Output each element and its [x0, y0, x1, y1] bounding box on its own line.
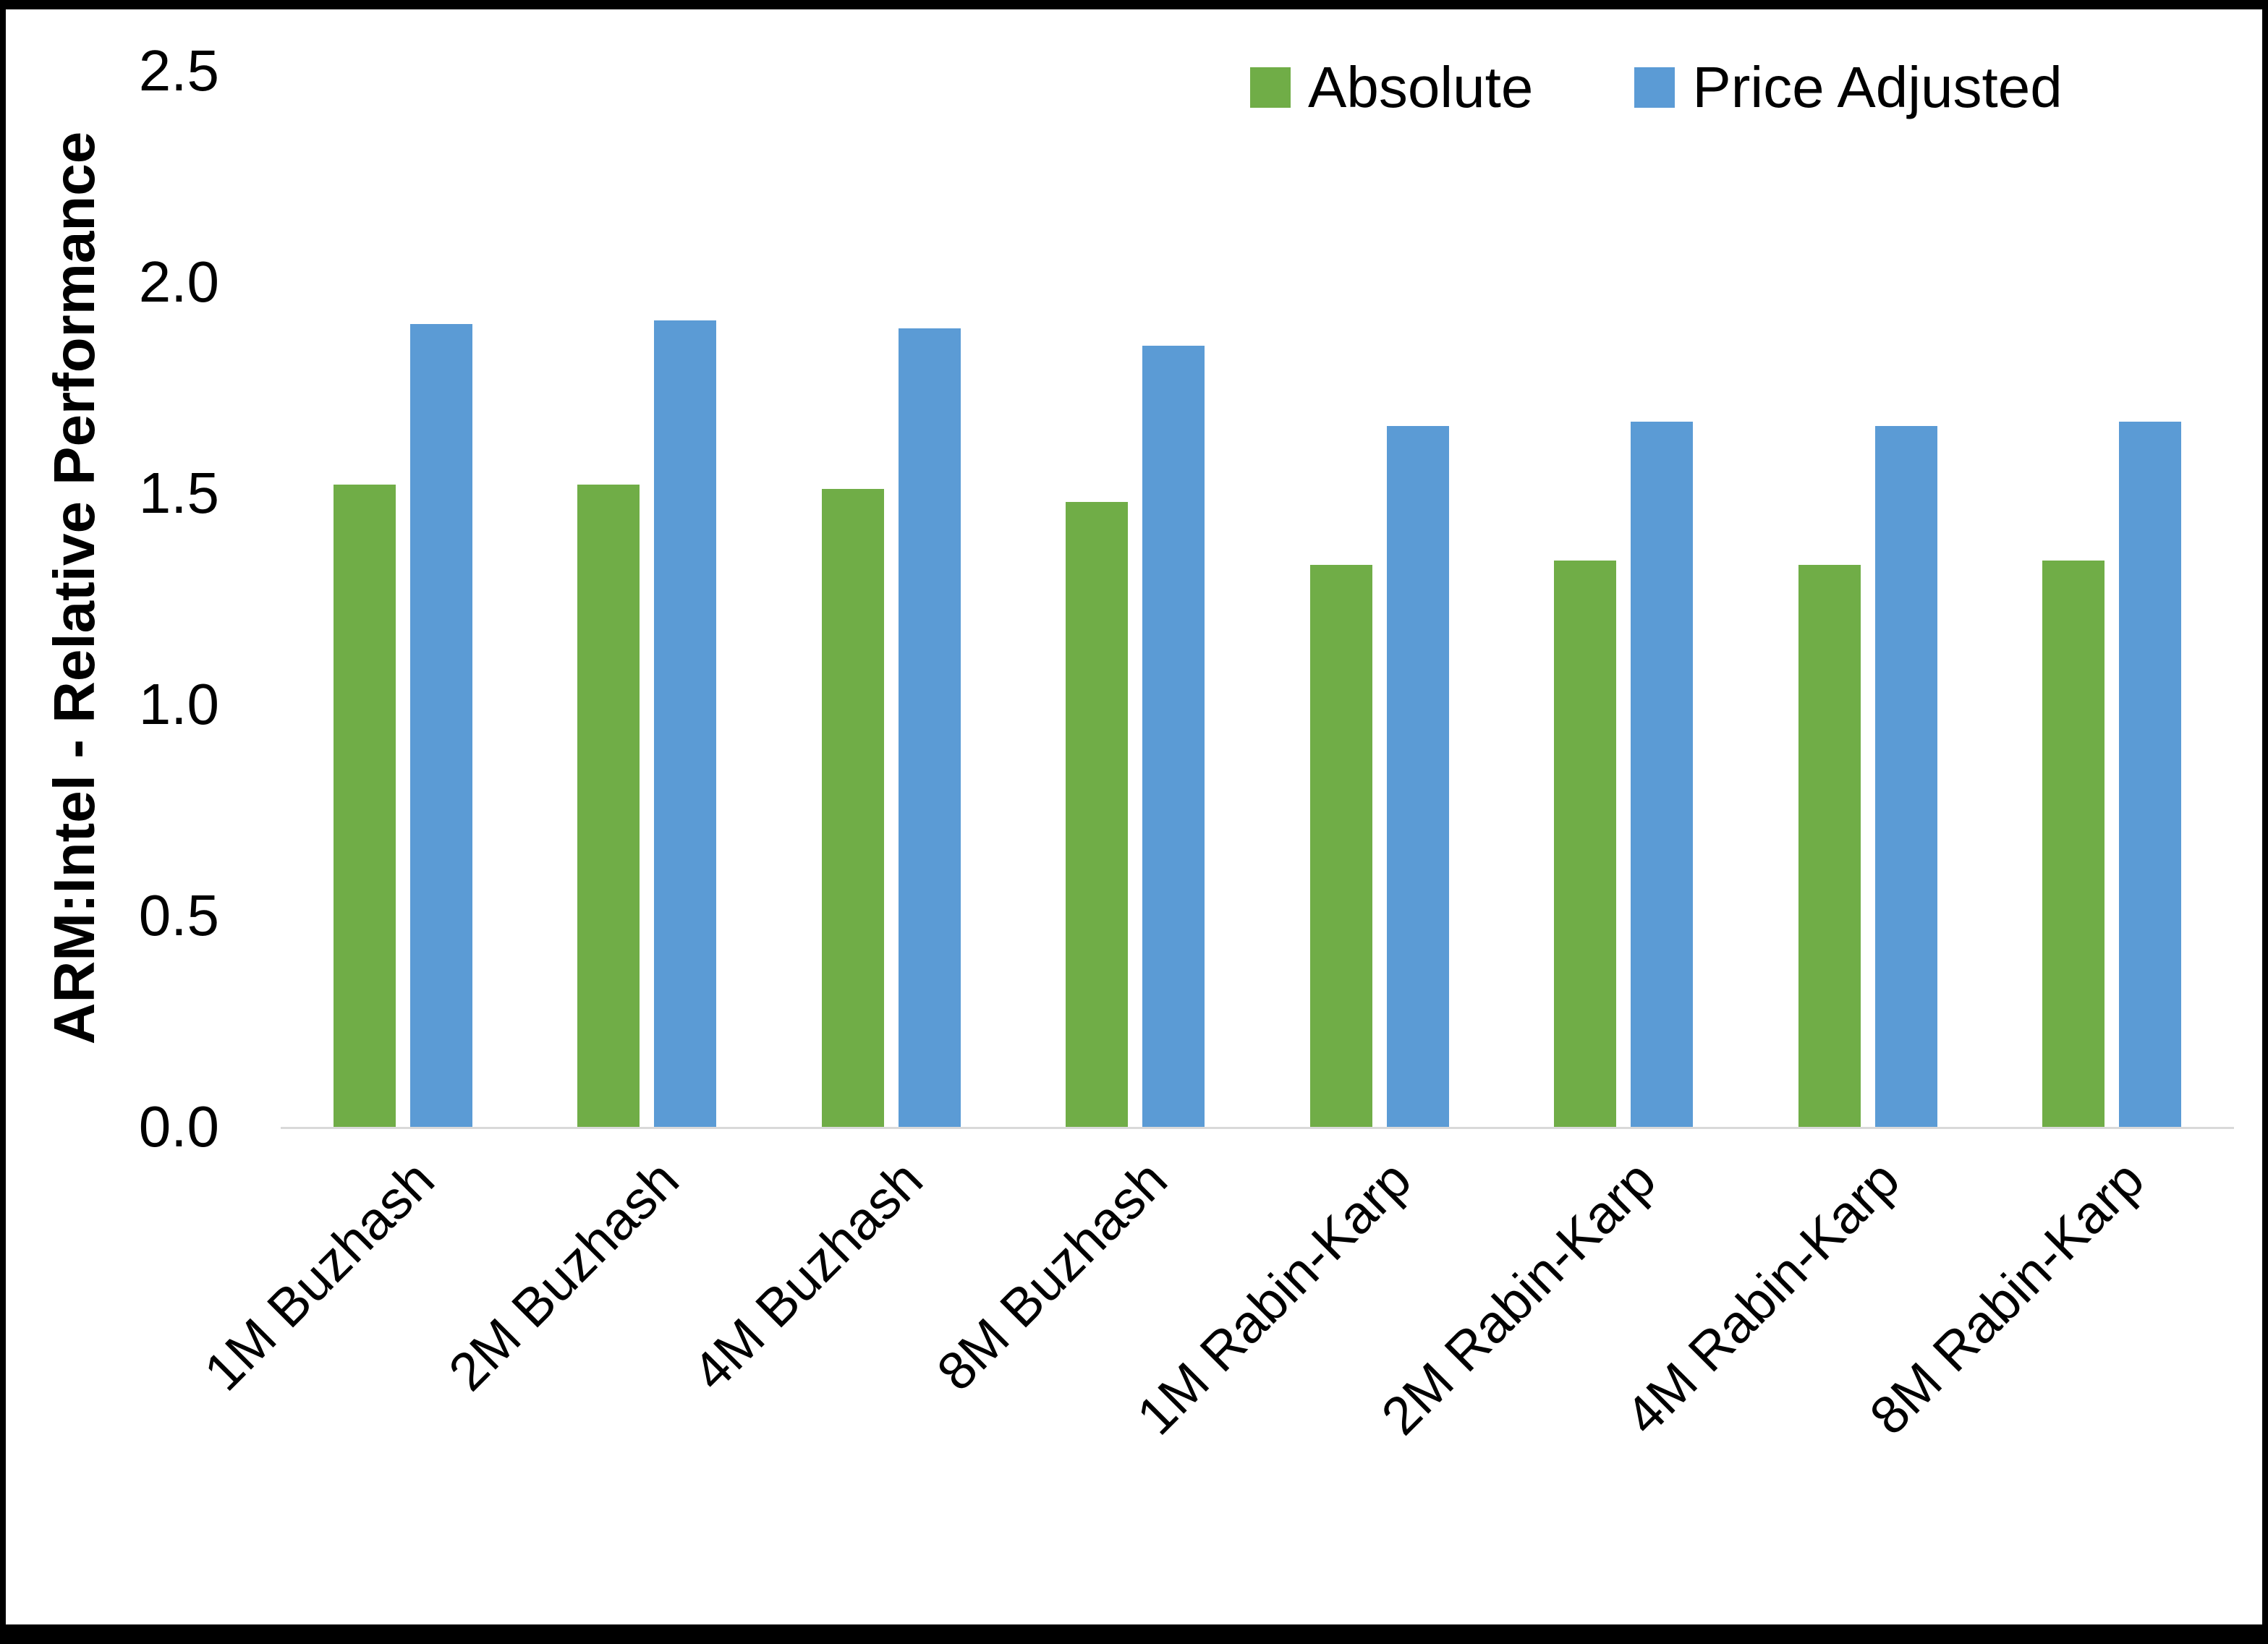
- bar-price-adjusted-2m-buzhash: [654, 320, 717, 1127]
- y-tick-label-1.5: 1.5: [138, 461, 219, 525]
- legend-label-absolute: Absolute: [1308, 55, 1534, 119]
- x-axis-label-8m-buzhash: 8M Buzhash: [925, 1149, 1178, 1402]
- y-tick-label-0.0: 0.0: [138, 1094, 219, 1159]
- legend: Absolute Price Adjusted: [1250, 54, 2063, 121]
- bar-absolute-8m-rabin-karp: [2042, 561, 2105, 1127]
- y-tick-label-2.5: 2.5: [138, 38, 219, 103]
- bar-absolute-2m-rabin-karp: [1554, 561, 1617, 1127]
- legend-swatch-absolute: [1250, 67, 1291, 108]
- bar-price-adjusted-4m-buzhash: [898, 328, 961, 1127]
- x-axis-label-1m-buzhash: 1M Buzhash: [192, 1149, 446, 1402]
- bar-absolute-1m-rabin-karp: [1309, 565, 1372, 1127]
- bar-absolute-1m-buzhash: [333, 485, 396, 1127]
- legend-item-absolute: Absolute: [1250, 54, 1533, 121]
- bar-price-adjusted-2m-rabin-karp: [1631, 421, 1694, 1127]
- bar-price-adjusted-1m-rabin-karp: [1386, 425, 1449, 1127]
- bar-absolute-4m-buzhash: [821, 489, 884, 1127]
- x-axis-label-2m-buzhash: 2M Buzhash: [437, 1149, 690, 1402]
- bar-absolute-4m-rabin-karp: [1798, 565, 1861, 1127]
- legend-label-price-adjusted: Price Adjusted: [1692, 55, 2063, 119]
- x-axis-line: [281, 1127, 2234, 1129]
- y-tick-label-0.5: 0.5: [138, 883, 219, 947]
- y-tick-label-1.0: 1.0: [138, 672, 219, 736]
- bar-absolute-8m-buzhash: [1066, 501, 1129, 1127]
- bar-absolute-2m-buzhash: [577, 485, 640, 1127]
- y-tick-label-2.0: 2.0: [138, 250, 219, 314]
- bar-price-adjusted-8m-buzhash: [1142, 345, 1205, 1127]
- legend-swatch-price-adjusted: [1634, 67, 1675, 108]
- x-axis-label-4m-buzhash: 4M Buzhash: [681, 1149, 935, 1402]
- bar-price-adjusted-8m-rabin-karp: [2119, 421, 2182, 1127]
- legend-item-price-adjusted: Price Adjusted: [1634, 54, 2063, 121]
- bar-price-adjusted-1m-buzhash: [409, 324, 472, 1127]
- bar-price-adjusted-4m-rabin-karp: [1874, 425, 1937, 1127]
